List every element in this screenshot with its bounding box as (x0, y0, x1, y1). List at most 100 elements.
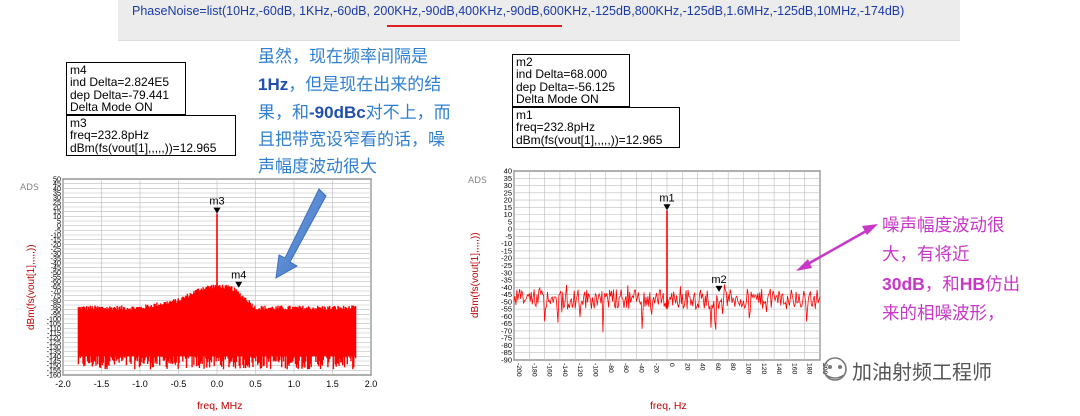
x-tick-label: 1.5 (326, 379, 339, 389)
right-chart: -200 -180 -160 -140 -120 -100 -80 -60 -40 -20 0 20 4… (501, 167, 828, 377)
annotation-line: 声幅度波动很大 (258, 157, 377, 177)
y-tick-label: -120 (47, 333, 61, 342)
underline-mark (387, 25, 562, 27)
y-tick-label: -60 (501, 312, 512, 321)
marker-box-m1: m1 freq=232.8pHz dBm(fs(vout[1],,,,,))=1… (512, 107, 680, 148)
y-tick-label: -115 (47, 329, 61, 338)
marker-triangle (235, 281, 243, 288)
x-tick-label: 0.5 (249, 379, 262, 389)
x-tick-label: 140 (775, 363, 782, 375)
annotation-line: 来的相噪波形， (882, 304, 1005, 324)
y-tick-label: 0 (57, 221, 61, 230)
y-tick-label: 35 (53, 189, 61, 198)
y-tick-label: -55 (501, 305, 512, 314)
y-tick-label: -30 (501, 268, 512, 277)
marker-line: Delta Mode ON (70, 100, 153, 115)
marker-line: freq=232.8pHz (516, 120, 596, 135)
y-tick-label: -5 (505, 232, 512, 241)
y-tick-label: -75 (501, 334, 512, 343)
y-tick-label: -75 (51, 291, 61, 300)
watermark-logo (823, 357, 847, 381)
marker-line: dep Delta=-56.125 (516, 79, 616, 94)
x-tick-label: -2.0 (55, 379, 71, 389)
x-tick-label: 160 (790, 363, 797, 375)
magenta-double-arrow (796, 224, 878, 271)
y-tick-label: -110 (47, 324, 61, 333)
y-tick-label: -70 (51, 287, 61, 296)
y-tick-label: 45 (53, 179, 61, 188)
y-tick-label: 20 (504, 196, 512, 205)
annotation-line: 且把带宽设窄看的话，噪 (258, 130, 445, 150)
marker-line: freq=232.8pHz (70, 128, 150, 143)
y-tick-label: -15 (51, 235, 61, 244)
y-tick-label: -145 (47, 357, 61, 366)
left-chart: -2.0 -1.5 -1.0 -0.5 0.0 0.5 1.0 1.5 2.0504540353… (47, 175, 378, 390)
annotation-highlight: 30dB (882, 274, 925, 294)
y-tick-label: 25 (504, 188, 512, 197)
x-tick-label: -120 (576, 363, 583, 377)
x-tick-label: 40 (699, 363, 706, 371)
annotation-line: 1Hz，但是现在出来的结 (258, 71, 451, 99)
x-tick-label: 2.0 (365, 379, 378, 389)
y-tick-label: -10 (51, 231, 61, 240)
x-tick-label: 120 (760, 363, 767, 375)
marker-title: m2 (516, 55, 533, 69)
code-bar: PhaseNoise=list(10Hz,-60dB, 1KHz,-60dB, … (118, 0, 960, 41)
x-tick-label: -180 (530, 363, 537, 377)
x-tick-label: -140 (561, 363, 568, 377)
y-tick-label: 0 (508, 225, 512, 234)
marker-line: ind Delta=68.000 (516, 67, 608, 82)
y-tick-label: 30 (53, 193, 61, 202)
phase-noise-expression: PhaseNoise=list(10Hz,-60dB, 1KHz,-60dB, … (132, 4, 905, 18)
watermark-text: 加油射频工程师 (852, 360, 992, 384)
x-axis-label: freq, Hz (650, 400, 687, 412)
y-tick-label: -85 (51, 301, 61, 310)
marker-line: dep Delta=-79.441 (70, 87, 170, 102)
y-tick-label: -80 (51, 296, 61, 305)
y-tick-label: -95 (51, 310, 61, 319)
x-tick-label: 180 (806, 363, 813, 375)
y-tick-label: -80 (501, 341, 512, 350)
marker-triangle (663, 204, 671, 211)
x-tick-label: -100 (592, 363, 599, 377)
y-tick-label: -100 (47, 315, 61, 324)
y-tick-label: -20 (501, 254, 512, 263)
annotation-line: 噪声幅度波动很 (882, 216, 1005, 236)
y-tick-label: 5 (508, 217, 512, 226)
x-tick-label: 80 (729, 363, 736, 371)
x-tick-label: 20 (683, 363, 690, 371)
y-tick-label: 30 (504, 181, 512, 190)
y-tick-label: 25 (53, 198, 61, 207)
y-tick-label: 10 (53, 212, 61, 221)
x-tick-label: -60 (622, 363, 629, 373)
x-tick-label: -160 (546, 363, 553, 377)
y-tick-label: -50 (501, 297, 512, 306)
marker-label: m4 (231, 270, 246, 282)
marker-title: m1 (516, 108, 533, 122)
x-tick-label: -0.5 (171, 379, 187, 389)
y-tick-label: -40 (51, 259, 61, 268)
y-tick-label: -20 (51, 240, 61, 249)
annotation-line: 大，有将近 (882, 245, 970, 265)
marker-title: m3 (70, 116, 87, 130)
marker-title: m4 (70, 63, 87, 77)
y-tick-label: -90 (501, 356, 512, 365)
annotation-text: ，但是现在出来的结 (288, 75, 442, 95)
blue-arrow (275, 188, 327, 279)
y-tick-label: -85 (501, 348, 512, 357)
annotation-text: 仿出 (985, 275, 1021, 295)
ads-tag: ADS (20, 183, 39, 193)
annotation-line: 虽然，现在频率间隔是 (258, 47, 428, 67)
marker-box-m4: m4 ind Delta=2.824E5 dep Delta=-79.441 D… (66, 62, 186, 115)
x-axis-label: freq, MHz (197, 400, 243, 412)
y-tick-label: -15 (501, 246, 512, 255)
y-tick-label: -35 (51, 254, 61, 263)
annotation-text: 果，和 (258, 103, 309, 123)
y-tick-label: 20 (53, 203, 61, 212)
x-tick-label: 100 (745, 363, 752, 375)
marker-label: m1 (659, 192, 674, 204)
y-tick-label: 10 (504, 210, 512, 219)
annotation-text: 对不上，而 (365, 103, 451, 123)
x-tick-label: 0.0 (211, 379, 224, 389)
